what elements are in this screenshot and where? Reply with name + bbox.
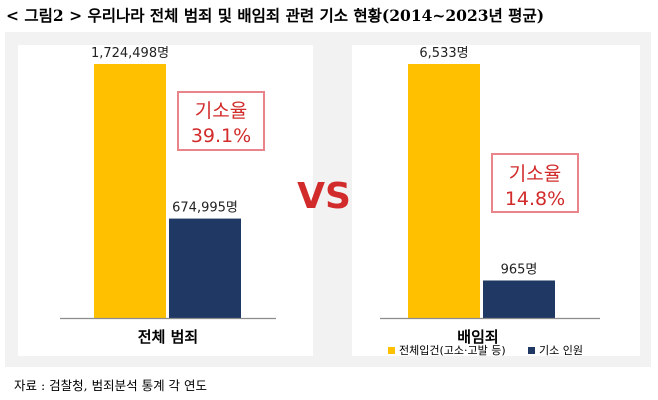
- vs-label: VS: [297, 176, 351, 217]
- rate-box-2: [491, 153, 579, 213]
- legend-label-2: 기소 인원: [539, 344, 583, 357]
- bar-prosecuted-1: [169, 218, 241, 318]
- bar-total-1: [94, 64, 166, 318]
- bar-prosecuted-2: [483, 280, 555, 318]
- source-note: 자료 : 검찰청, 범죄분석 통계 각 연도: [14, 378, 208, 393]
- legend-swatch-2: [528, 347, 535, 354]
- category-label-2: 배임죄: [457, 328, 498, 346]
- data-label-prosecuted-2: 965명: [501, 262, 538, 277]
- rate-label-2: 기소율: [509, 163, 561, 185]
- rate-box-1: [177, 91, 265, 151]
- category-label-1: 전체 범죄: [138, 328, 198, 346]
- data-label-total-2: 6,533명: [419, 46, 468, 61]
- bar-total-2: [408, 64, 480, 318]
- data-label-total-1: 1,724,498명: [91, 46, 169, 61]
- rate-value-2: 14.8%: [505, 188, 565, 210]
- legend-label-1: 전체입건(고소·고발 등): [399, 344, 506, 357]
- chart-title: < 그림2 > 우리나라 전체 범죄 및 배임죄 관련 기소 현황(2014~2…: [6, 6, 545, 25]
- rate-value-1: 39.1%: [191, 125, 251, 147]
- data-label-prosecuted-1: 674,995명: [172, 201, 238, 216]
- rate-label-1: 기소율: [195, 100, 247, 122]
- legend-swatch-1: [388, 347, 395, 354]
